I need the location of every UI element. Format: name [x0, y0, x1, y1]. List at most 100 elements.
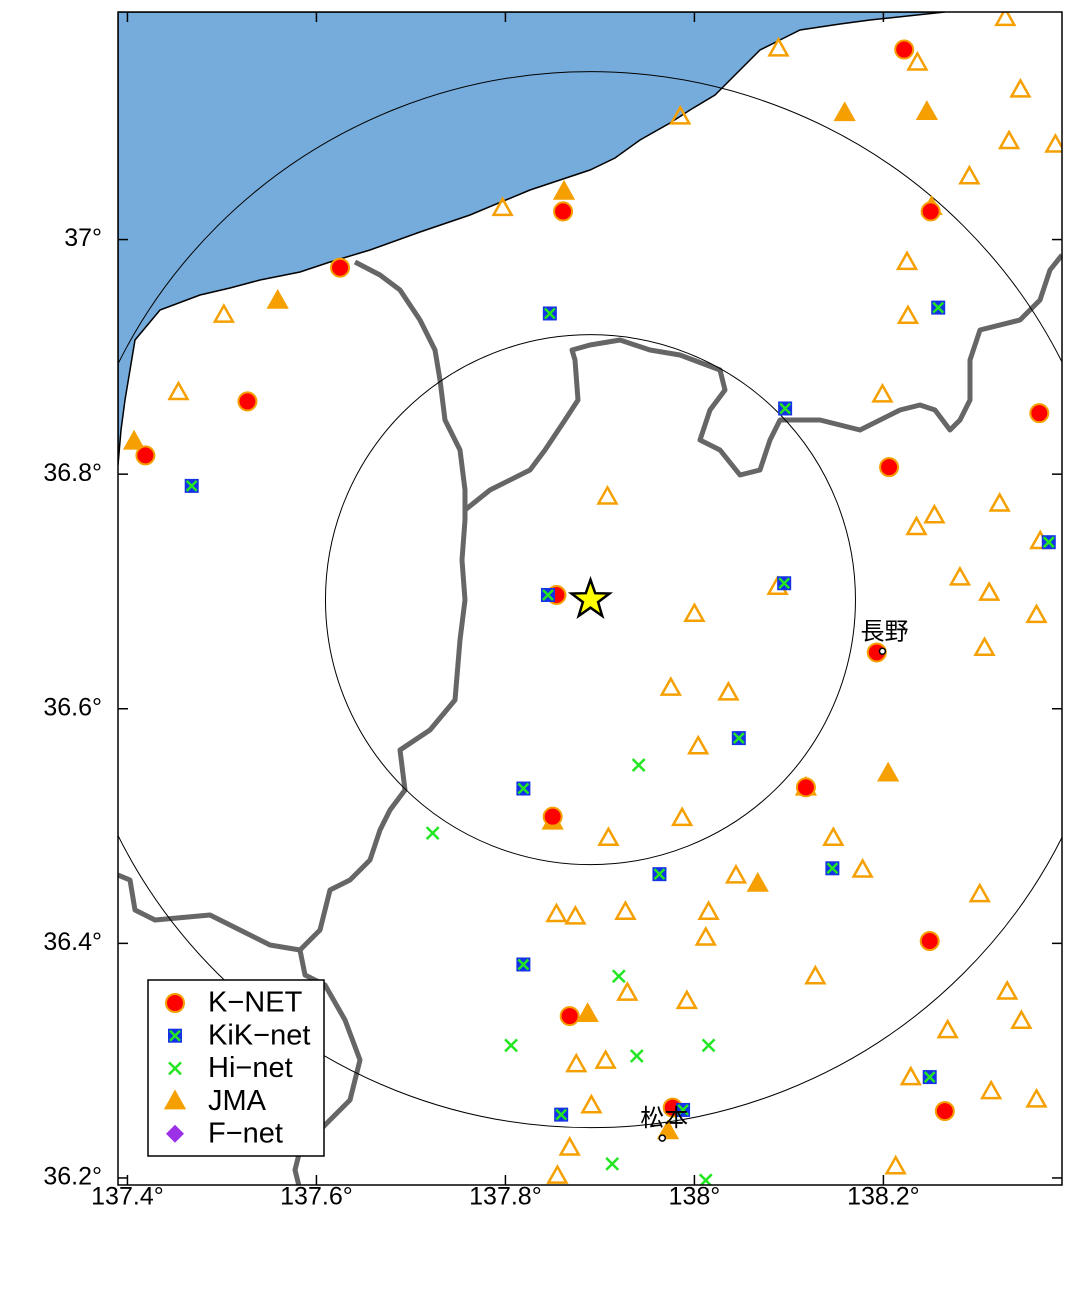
boundaries: [118, 253, 1062, 1185]
station-jma: [958, 164, 981, 185]
legend-label: Hi−net: [208, 1052, 293, 1084]
legend-label: K−NET: [208, 987, 303, 1019]
station-knet: [879, 457, 900, 478]
station-jma: [1044, 132, 1062, 153]
station-knet: [934, 1101, 955, 1122]
marker-cross: [677, 1104, 689, 1116]
station-jma: [876, 761, 900, 782]
station-jma: [687, 734, 710, 755]
station-jma: [564, 904, 587, 925]
station-hinet: [631, 758, 646, 772]
city-label: 長野: [860, 617, 908, 645]
station-hinet: [425, 826, 440, 840]
station-kiknet: [777, 576, 792, 591]
y-tick-label: 36.6°: [43, 693, 102, 721]
station-knet: [920, 201, 941, 222]
marker-cross: [517, 958, 530, 971]
station-jma: [580, 1093, 603, 1114]
station-jma: [546, 1164, 569, 1184]
station-hinet: [611, 969, 626, 984]
station-jma: [896, 304, 920, 325]
station-kiknet: [540, 587, 555, 602]
marker-cross: [517, 782, 530, 795]
station-kiknet: [516, 957, 531, 972]
station-jma: [899, 1065, 922, 1086]
station-jma: [670, 806, 694, 827]
boundary: [118, 872, 301, 953]
station-jma: [923, 503, 946, 524]
station-kiknet: [676, 1102, 691, 1117]
station-kiknet: [731, 731, 746, 746]
station-kiknet: [922, 1070, 937, 1085]
station-jma: [614, 900, 637, 920]
station-hinet: [629, 1049, 644, 1063]
station-jma: [978, 581, 1001, 601]
station-jma: [871, 382, 894, 403]
marker-cross: [555, 1108, 568, 1121]
station-jma: [597, 826, 620, 847]
station-jma: [594, 1049, 617, 1069]
station-knet: [237, 391, 258, 412]
station-kiknet: [778, 401, 793, 416]
station-jma: [804, 964, 827, 985]
sea: [118, 12, 946, 466]
station-jma: [163, 1089, 187, 1110]
station-jma: [996, 979, 1019, 1000]
frame: [117, 11, 1063, 1186]
station-hinet: [701, 1038, 716, 1053]
station-jma: [565, 1052, 588, 1073]
station-knet: [135, 445, 156, 466]
legend-label: KiK−net: [208, 1019, 310, 1051]
station-jma: [994, 12, 1017, 27]
station-jma: [491, 196, 514, 217]
station-knet: [553, 201, 574, 222]
city-dot: [878, 647, 887, 656]
x-tick-label: 137.6°: [280, 1183, 353, 1211]
station-jma: [833, 101, 856, 122]
station-jma: [884, 1154, 907, 1175]
station-kiknet: [1041, 535, 1056, 550]
station-kiknet: [931, 300, 946, 315]
station-jma: [906, 50, 929, 71]
station-kiknet: [542, 306, 557, 321]
marker-cross: [826, 862, 839, 875]
station-jma: [973, 636, 996, 657]
boundary: [463, 253, 1062, 512]
station-kiknet: [184, 478, 199, 493]
station-jma: [948, 565, 972, 586]
station-jma: [915, 100, 939, 120]
station-jma: [717, 680, 740, 701]
station-jma: [936, 1018, 959, 1039]
station-jma: [988, 491, 1011, 512]
station-jma: [122, 429, 146, 450]
distance-circle: [118, 71, 1062, 1129]
x-tick-label: 137.4°: [91, 1183, 164, 1211]
station-kiknet: [168, 1028, 182, 1043]
station-fnet: [166, 1124, 184, 1143]
station-knet: [795, 777, 816, 798]
marker-cross: [779, 402, 792, 415]
station-jma: [675, 989, 698, 1010]
station-knet: [559, 1006, 580, 1027]
marker-cross: [732, 732, 745, 744]
station-kiknet: [652, 867, 667, 882]
station-jma: [683, 602, 706, 622]
y-tick-label: 36.2°: [43, 1163, 102, 1191]
station-jma: [212, 303, 235, 323]
station-jma: [1025, 1087, 1048, 1108]
marker-cross: [543, 307, 556, 320]
station-kiknet: [825, 861, 840, 876]
station-hinet: [168, 1061, 182, 1076]
station-jma: [851, 857, 874, 878]
distance-circle: [324, 334, 856, 866]
legend-label: JMA: [208, 1085, 267, 1117]
axes: 137.4° 137.6° 137.8° 138° 138.2° 36.2° 36.4° 36…: [43, 12, 1062, 1211]
station-knet: [330, 257, 351, 278]
station-jma: [616, 981, 639, 1001]
station-jma: [656, 1119, 680, 1140]
marker-cross: [932, 301, 945, 314]
station-jma: [895, 250, 919, 271]
y-tick-label: 36.8°: [43, 459, 102, 487]
